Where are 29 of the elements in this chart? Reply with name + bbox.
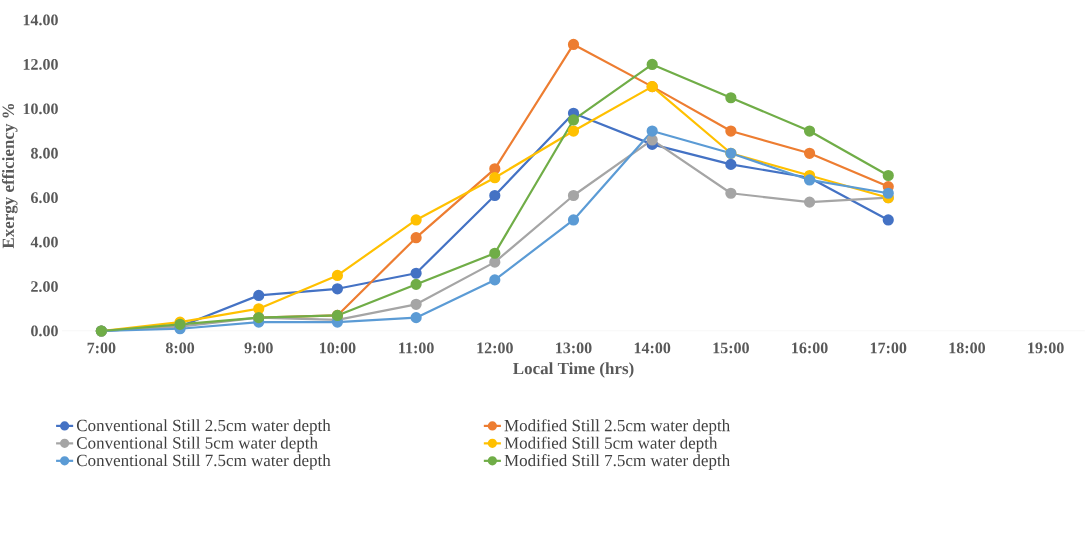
legend-label: Conventional Still 5cm water depth xyxy=(76,436,318,453)
legend-label: Conventional Still 2.5cm water depth xyxy=(76,419,331,435)
y-tick-label: 12.00 xyxy=(23,58,58,70)
y-tick-label: 2.00 xyxy=(31,281,58,292)
x-tick-label: 7:00 xyxy=(87,342,116,354)
x-tick-label: 19:00 xyxy=(1028,342,1064,354)
x-tick-label: 15:00 xyxy=(713,342,749,354)
legend-label: Modified Still 7.5cm water depth xyxy=(504,454,730,470)
x-tick-label: 13:00 xyxy=(556,342,592,354)
x-tick-label: 10:00 xyxy=(320,342,356,354)
x-axis-title: Local Time (hrs) xyxy=(513,362,634,378)
x-tick-label: 12:00 xyxy=(477,342,513,354)
legend-label: Conventional Still 7.5cm water depth xyxy=(76,454,331,470)
y-tick-label: 0.00 xyxy=(31,325,58,337)
x-tick-label: 11:00 xyxy=(399,342,434,354)
x-tick-label: 17:00 xyxy=(870,342,907,354)
x-tick-label: 14:00 xyxy=(634,342,671,354)
y-tick-label: 14.00 xyxy=(23,14,58,26)
y-axis-title: Exergy efficiency % xyxy=(1,103,18,249)
x-tick-label: 9:00 xyxy=(244,342,273,354)
x-tick-label: 16:00 xyxy=(792,342,828,354)
x-tick-label: 18:00 xyxy=(949,342,985,354)
x-tick-label: 8:00 xyxy=(165,342,195,354)
y-tick-label: 4.00 xyxy=(30,236,58,248)
y-tick-label: 10.00 xyxy=(23,103,58,115)
legend-label: Modified Still 2.5cm water depth xyxy=(504,419,730,435)
y-tick-label: 6.00 xyxy=(31,192,58,204)
legend-label: Modified Still 5cm water depth xyxy=(504,436,718,453)
y-tick-label: 8.00 xyxy=(31,147,58,159)
